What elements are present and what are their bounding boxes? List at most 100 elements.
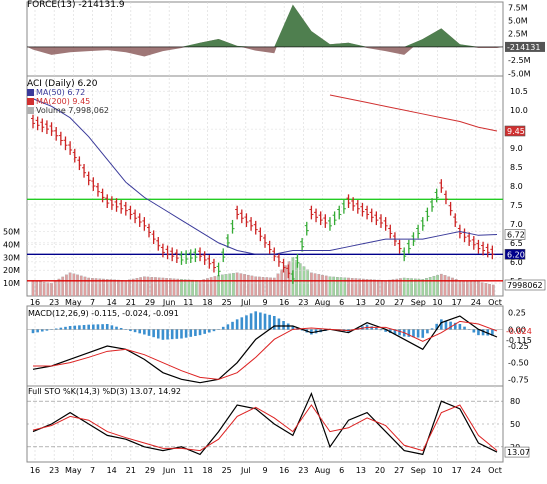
volume-bar (235, 272, 239, 297)
price-flag-ma200 (504, 125, 526, 137)
volume-bar (473, 281, 477, 297)
macd-histogram-bar (268, 314, 271, 330)
macd-y-tick: -0.75 (508, 375, 529, 384)
volume-y-tick: 10M (3, 279, 20, 288)
volume-bar (417, 278, 421, 297)
volume-bar (447, 276, 451, 297)
sto-y-tick: 50 (510, 420, 520, 429)
legend-volume: Volume 7,998,062 (27, 106, 109, 116)
macd-histogram-bar (412, 329, 415, 338)
x-tick-label-mid: 9 (262, 298, 267, 307)
volume-bar (280, 269, 284, 297)
macd-histogram-bar (175, 329, 179, 339)
volume-bar (324, 275, 328, 297)
macd-histogram-bar (152, 329, 155, 338)
macd-title-text: MACD(12,26,9) -0.115, -0.024, -0.091 (28, 309, 179, 318)
macd-histogram-bar (291, 326, 295, 330)
sto-d-line (32, 404, 498, 452)
macd-histogram-bar (105, 324, 109, 330)
sto-flag (504, 446, 530, 458)
macd-histogram-bar (398, 329, 401, 336)
volume-bar (172, 278, 176, 297)
volume-bar (328, 276, 332, 297)
force-y-tick: 7.5M (508, 3, 528, 12)
macd-histogram-bar (194, 329, 197, 336)
volume-bar (65, 274, 68, 297)
price-flag-ma50 (504, 229, 526, 240)
x-tick-label-mid: 25 (222, 298, 232, 307)
macd-histogram-bar (40, 329, 44, 332)
volume-bar (380, 280, 384, 297)
volume-bar (228, 273, 232, 297)
x-tick-label-bottom: May (65, 466, 82, 475)
macd-histogram-bar (272, 316, 276, 330)
macd-histogram-bar (221, 326, 225, 330)
force-value-flag (505, 41, 545, 52)
x-tick-label-bottom: Oct (488, 466, 502, 475)
volume-bar (217, 275, 220, 297)
volume-flag (504, 279, 546, 291)
macd-histogram-bar (481, 329, 485, 336)
volume-bar (336, 277, 339, 297)
volume-bar (395, 278, 399, 297)
volume-bar (98, 278, 102, 297)
macd-histogram-bar (286, 323, 290, 330)
volume-bar (187, 279, 191, 297)
force-title-text: FORCE(13) -214131.9 (27, 0, 125, 10)
macd-signal-line (33, 320, 498, 380)
volume-bar (128, 279, 131, 297)
force-y-tick: -2.5M (508, 56, 531, 65)
volume-bar (488, 283, 491, 297)
ma200-swatch (27, 98, 34, 105)
volume-bar (194, 280, 198, 297)
sto-flag-label: 13.07 (507, 448, 530, 457)
macd-histogram-bar (263, 313, 267, 330)
volume-bar (410, 278, 413, 297)
x-tick-label-bottom: 20 (375, 466, 385, 475)
x-tick-label-mid: Oct (488, 298, 502, 307)
volume-bar (102, 278, 105, 297)
volume-bar (276, 273, 280, 297)
x-tick-label-bottom: 14 (107, 466, 117, 475)
volume-bar (94, 278, 98, 297)
macd-histogram-bar (426, 329, 429, 334)
price-title-text: ACI (Daily) 6.20 (27, 79, 98, 89)
macd-histogram-bar (277, 318, 281, 330)
volume-bar (358, 278, 362, 297)
x-tick-label-bottom: 23 (49, 466, 59, 475)
volume-bar (443, 275, 447, 297)
price-y-tick: 6.0 (510, 258, 523, 267)
macd-histogram-bar (64, 326, 67, 330)
macd-histogram-bar (259, 312, 262, 330)
volume-bar (61, 276, 65, 297)
legend-ma50-text: MA(50) 6.72 (36, 88, 86, 97)
x-tick-label-bottom: 23 (298, 466, 308, 475)
volume-bar (220, 274, 224, 297)
volume-bar (261, 277, 265, 297)
x-tick-label-mid: Aug (315, 298, 331, 307)
volume-bar (317, 274, 321, 297)
macd-histogram-bar (92, 324, 95, 330)
macd-histogram-bar (458, 324, 462, 330)
macd-histogram-bar (170, 329, 174, 340)
volume-bar (239, 273, 243, 297)
volume-bar (350, 278, 354, 297)
macd-histogram-bar (82, 325, 86, 330)
volume-bar (402, 277, 406, 297)
x-tick-label-mid: Jul (240, 298, 251, 307)
volume-bar (491, 284, 495, 297)
force-value-label: -214131 (507, 43, 540, 52)
legend-volume-text: Volume 7,998,062 (36, 106, 110, 115)
x-tick-label-mid: 17 (452, 298, 462, 307)
x-tick-label-mid: 24 (471, 298, 481, 307)
volume-bar (76, 274, 79, 297)
volume-bar (42, 281, 46, 297)
force-y-tick: -5.0M (508, 69, 531, 78)
volume-bar (258, 276, 261, 297)
macd-histogram-bar (477, 329, 480, 336)
price-y-tick: 7.0 (510, 220, 523, 229)
x-tick-label-bottom: 21 (126, 466, 136, 475)
macd-histogram-bar (472, 329, 476, 333)
